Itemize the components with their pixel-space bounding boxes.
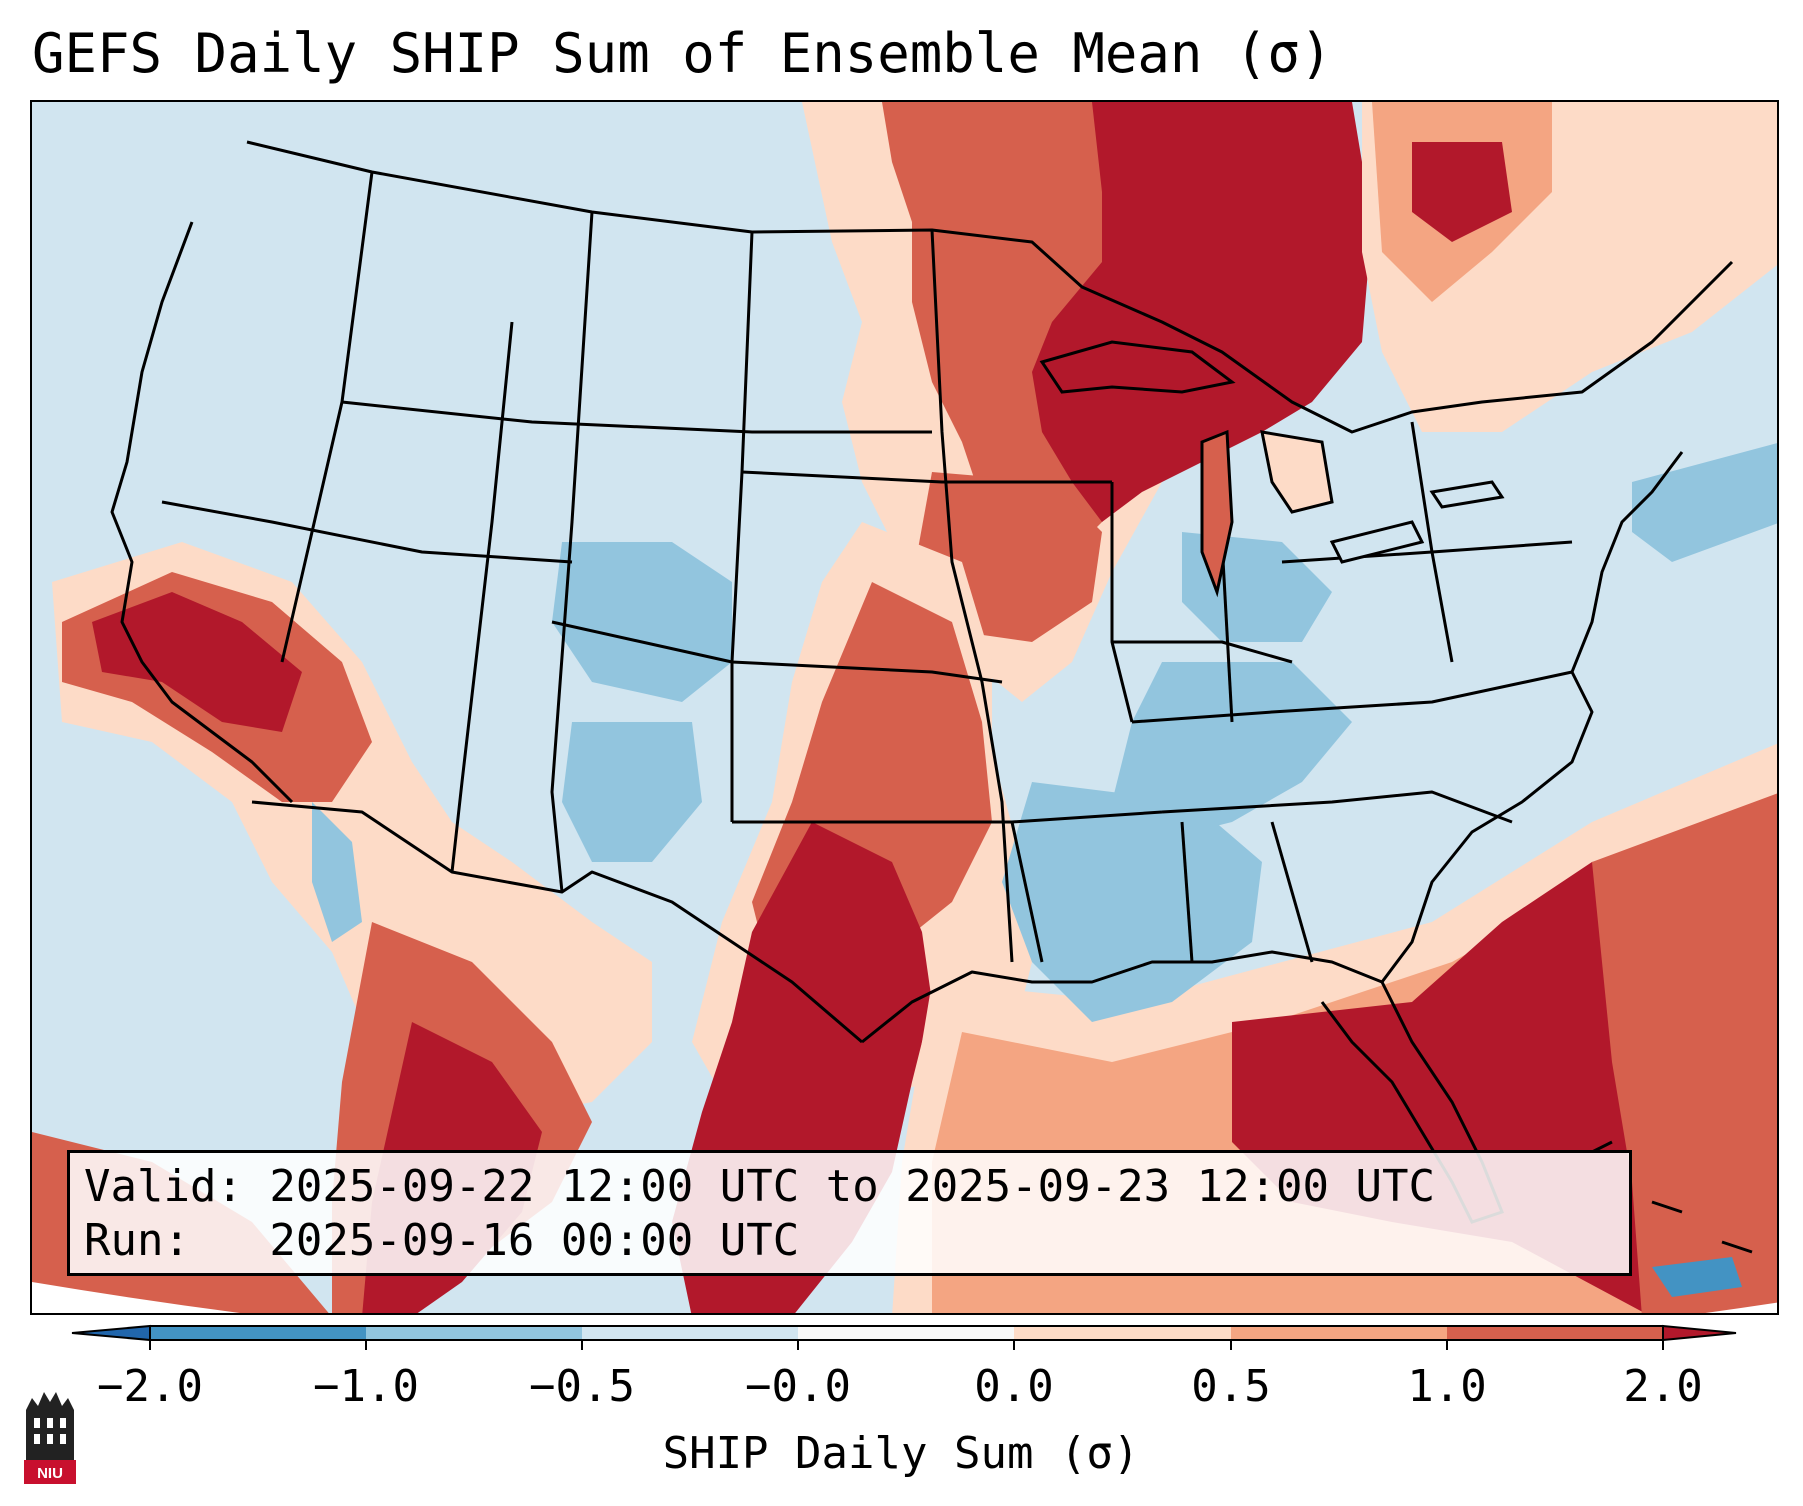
colorbar-tick-label: 0.5 xyxy=(1191,1361,1271,1412)
colorbar-tick-label: 1.0 xyxy=(1407,1361,1487,1412)
anomaly-region-northeast-dark xyxy=(1412,142,1512,242)
border-interior-3 xyxy=(450,321,514,873)
projection-edge xyxy=(32,1282,1777,1313)
border-interior-6 xyxy=(730,231,754,822)
lake-michigan xyxy=(1200,429,1234,598)
run-time-text: Run: 2025-09-16 00:00 UTC xyxy=(84,1215,800,1266)
border-interior-20 xyxy=(1112,640,1293,664)
anomaly-region-california-dark xyxy=(92,592,302,732)
niu-tower-logo: NIU xyxy=(22,1390,78,1486)
border-interior-16 xyxy=(1161,790,1513,824)
border-interior-2 xyxy=(341,400,932,434)
logo-red-banner xyxy=(24,1460,76,1484)
colorbar-tick-label: 2.0 xyxy=(1623,1361,1703,1412)
colorbar-ticks xyxy=(149,1340,1664,1350)
border-interior-18 xyxy=(1410,421,1454,663)
state-borders xyxy=(110,140,1734,1044)
border-interior-19 xyxy=(1220,541,1234,723)
colorbar-segment xyxy=(798,1326,1014,1340)
border-mexico xyxy=(251,800,863,1044)
border-interior-4 xyxy=(550,211,594,893)
anomaly-map xyxy=(32,102,1777,1313)
logo-text: NIU xyxy=(37,1465,63,1482)
colorbar-tick-label: −1.0 xyxy=(313,1361,419,1412)
border-interior-15 xyxy=(1270,821,1314,963)
colorbar-extend-low xyxy=(71,1324,151,1342)
border-interior-11 xyxy=(1010,821,1044,963)
colorbar-outline xyxy=(149,1325,1664,1341)
border-interior-5 xyxy=(161,500,573,564)
colorbar xyxy=(71,1324,1737,1350)
great-lakes xyxy=(1039,340,1505,598)
coast-pacific xyxy=(110,221,294,804)
border-interior-14 xyxy=(1180,821,1194,963)
anomaly-region-cuba-cool xyxy=(1652,1257,1742,1297)
anomaly-region-baja-cool xyxy=(312,802,362,942)
anomaly-region-rockies-cool xyxy=(552,542,732,702)
colorbar-segment xyxy=(366,1326,582,1340)
border-interior-13 xyxy=(1131,670,1573,724)
colorbar-segment xyxy=(1447,1326,1663,1340)
colorbar-extend-high xyxy=(1662,1324,1737,1342)
border-interior-10 xyxy=(732,810,1163,824)
border-interior-9 xyxy=(741,470,1112,484)
coast-atlantic xyxy=(1380,451,1684,983)
coast-gulf xyxy=(861,950,1383,1044)
border-interior-8 xyxy=(930,229,1014,963)
colorbar-tick-label: −0.5 xyxy=(529,1361,635,1412)
colorbar-segments xyxy=(71,1324,1737,1342)
colorbar-segment xyxy=(1231,1326,1447,1340)
border-canada xyxy=(246,140,1734,434)
lake-superior xyxy=(1039,340,1236,394)
colorbar-tick-label: −0.0 xyxy=(745,1361,851,1412)
anomaly-region-tennessee-cool xyxy=(1112,662,1352,842)
colorbar-tick-label: −2.0 xyxy=(97,1361,203,1412)
lake-ontario xyxy=(1429,480,1505,509)
colorbar-label: SHIP Daily Sum (σ) xyxy=(662,1428,1140,1479)
chart-title: GEFS Daily SHIP Sum of Ensemble Mean (σ) xyxy=(32,22,1333,85)
anomaly-region-atlantic-mid xyxy=(1592,793,1777,1313)
anomaly-region-newmexico-cool xyxy=(562,722,702,862)
map-frame xyxy=(30,100,1779,1315)
valid-time-box: Valid: 2025-09-22 12:00 UTC to 2025-09-2… xyxy=(67,1150,1632,1276)
valid-time-text: Valid: 2025-09-22 12:00 UTC to 2025-09-2… xyxy=(84,1161,1436,1212)
colorbar-segment xyxy=(582,1326,798,1340)
colorbar-tick-label: 0.0 xyxy=(974,1361,1054,1412)
lake-erie xyxy=(1329,520,1425,564)
colorbar-segment xyxy=(1014,1326,1231,1340)
border-interior-7 xyxy=(551,620,1003,684)
island-bahamas-3 xyxy=(1721,1240,1753,1254)
colorbar-segment xyxy=(150,1326,366,1340)
island-bahamas-2 xyxy=(1651,1200,1683,1214)
anomaly-region-upper-midwest-dark xyxy=(1032,102,1372,522)
lake-huron xyxy=(1260,430,1334,514)
